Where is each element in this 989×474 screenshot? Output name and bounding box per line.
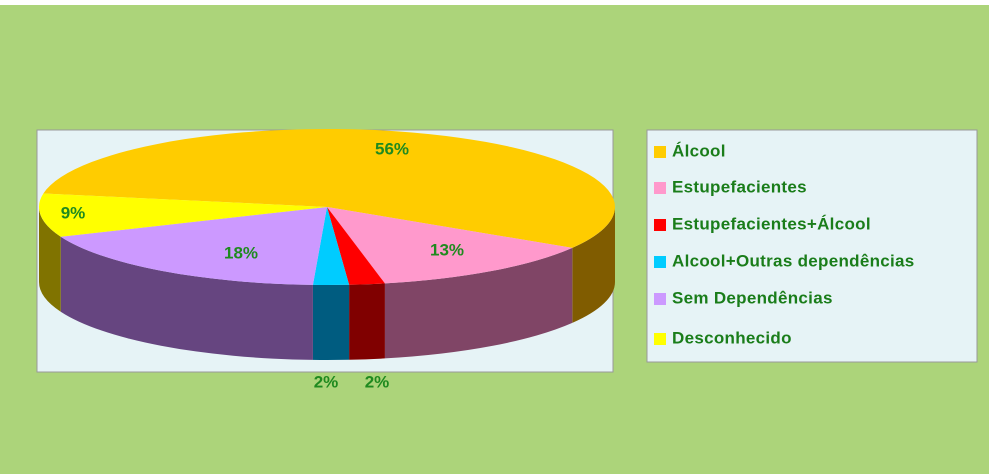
labels: 56% 13% 2% 2% 18% 9% xyxy=(61,139,464,391)
data-label: 56% xyxy=(375,139,409,158)
slice xyxy=(39,193,328,237)
data-label: 13% xyxy=(430,240,464,259)
legend-swatch xyxy=(654,333,666,345)
slice xyxy=(327,207,385,285)
pie xyxy=(39,128,615,360)
slice xyxy=(327,207,573,284)
slice-side xyxy=(312,284,350,360)
top-band xyxy=(0,0,989,5)
legend-label: Desconhecido xyxy=(672,328,792,347)
legend-swatch xyxy=(654,219,666,231)
data-label: 2% xyxy=(314,372,339,391)
legend-swatch xyxy=(654,146,666,158)
slice-side xyxy=(60,236,313,360)
legend-label: Alcool+Outras dependências xyxy=(672,251,915,270)
legend-swatch xyxy=(654,182,666,194)
slice-side xyxy=(384,247,573,359)
data-label: 18% xyxy=(224,243,258,262)
legend-label: Estupefacientes+Álcool xyxy=(672,214,871,233)
legend-label: Sem Dependências xyxy=(672,288,833,307)
legend: Álcool Estupefacientes Estupefacientes+Álc… xyxy=(654,141,915,347)
legend-box xyxy=(646,129,978,363)
slice xyxy=(43,128,615,248)
data-label: 9% xyxy=(61,203,86,222)
slice-side xyxy=(349,283,385,360)
data-label: 2% xyxy=(365,372,390,391)
slice-side xyxy=(572,207,615,323)
legend-label: Álcool xyxy=(672,141,726,160)
slice xyxy=(312,207,350,285)
slice xyxy=(60,207,327,285)
legend-label: Estupefacientes xyxy=(672,177,807,196)
legend-swatch xyxy=(654,256,666,268)
legend-swatch xyxy=(654,293,666,305)
slice-side xyxy=(39,207,61,312)
